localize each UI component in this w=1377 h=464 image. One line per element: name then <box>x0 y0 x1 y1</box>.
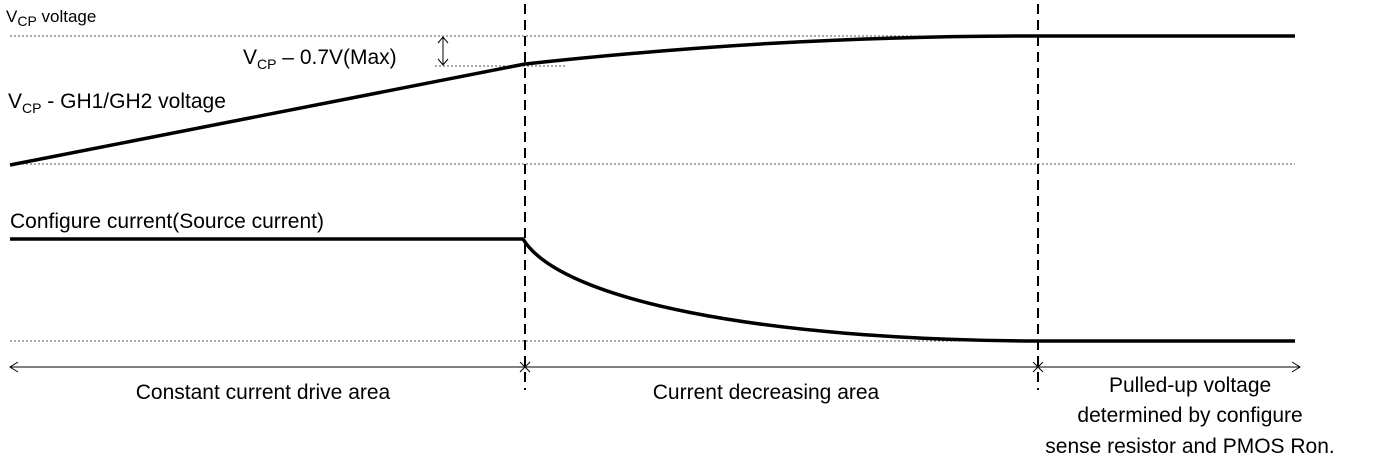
pulled-up-line-3: sense resistor and PMOS Ron. <box>1045 435 1334 458</box>
axis-tick-2 <box>1032 361 1044 373</box>
pulled-up-line-1: Pulled-up voltage <box>1109 374 1271 397</box>
vcp-minus-07-label: VCP – 0.7V(Max) <box>243 46 397 72</box>
pulled-up-area-label: Pulled-up voltage determined by configur… <box>1045 374 1334 458</box>
vcp-voltage-label: VCP voltage <box>6 7 96 29</box>
vcp-drop-arrow <box>437 36 449 66</box>
configure-current-label: Configure current(Source current) <box>10 210 324 233</box>
axis-tick-1 <box>519 361 531 373</box>
constant-current-area-label: Constant current drive area <box>136 381 391 404</box>
vcp-gh-voltage-label: VCP - GH1/GH2 voltage <box>8 90 226 116</box>
current-decreasing-area-label: Current decreasing area <box>653 381 880 404</box>
pulled-up-line-2: determined by configure <box>1077 404 1302 427</box>
source-current-curve <box>10 237 1295 343</box>
gate-voltage-curve <box>9 34 1295 167</box>
area-axis <box>9 361 1301 373</box>
